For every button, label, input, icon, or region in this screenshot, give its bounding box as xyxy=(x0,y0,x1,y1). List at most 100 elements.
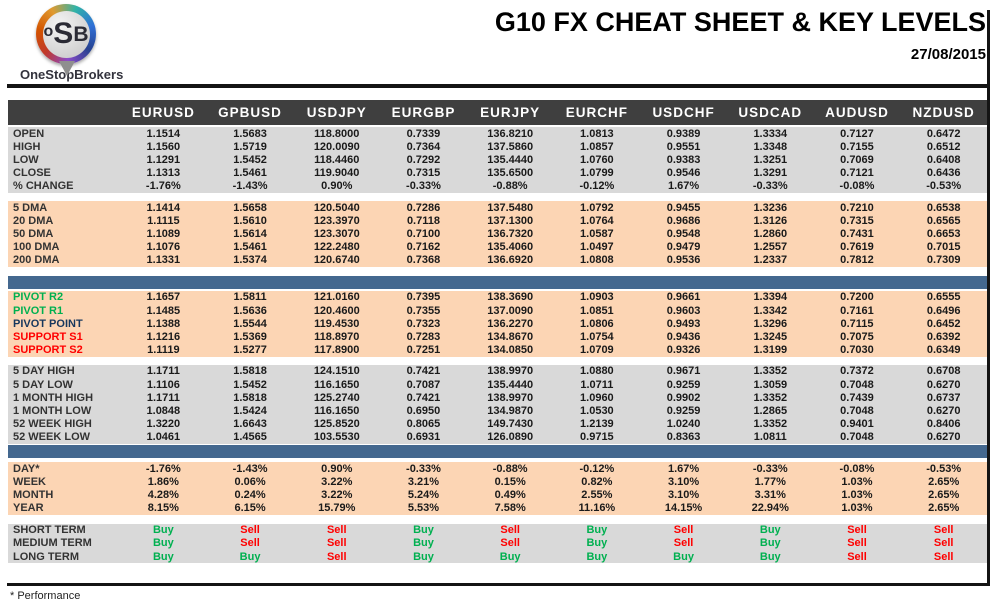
row-label-pivot-r2: PIVOT R2 xyxy=(13,291,64,304)
cell-day-eurgbp: -0.33% xyxy=(406,462,441,475)
cell-low-eurgbp: 0.7292 xyxy=(406,153,441,166)
row-label-20-dma: 20 DMA xyxy=(13,214,54,227)
cell-long-term-nzdusd: Sell xyxy=(933,550,954,563)
cell-5-day-high-usdchf: 0.9671 xyxy=(666,365,701,378)
cell-high-usdjpy: 120.0090 xyxy=(313,140,360,153)
cell-support-s1-usdcad: 1.3245 xyxy=(753,331,788,344)
cell-change-usdjpy: 0.90% xyxy=(321,180,353,193)
table-row-month: MONTH 4.28% 0.24% 3.22% 5.24% 0.49% 2.55% 3.10%… xyxy=(8,488,987,501)
cell-open-eurchf: 1.0813 xyxy=(580,127,614,140)
cell-5-day-high-nzdusd: 0.6708 xyxy=(926,365,961,378)
cell-200-dma-audusd: 0.7812 xyxy=(840,254,874,267)
column-header-nzdusd: NZDUSD xyxy=(912,105,975,120)
cell-pivot-r1-eurchf: 1.0851 xyxy=(580,304,614,317)
section-gap xyxy=(8,288,987,291)
cell-52-week-low-eurgbp: 0.6931 xyxy=(406,431,441,444)
cell-pivot-r1-eurusd: 1.1485 xyxy=(146,304,181,317)
cell-100-dma-eurjpy: 135.4060 xyxy=(487,241,534,254)
cell-high-nzdusd: 0.6512 xyxy=(926,140,961,153)
cell-change-eurgbp: -0.33% xyxy=(406,180,441,193)
section-ranges: 5 DAY HIGH 1.1711 1.5818 124.1510 0.7421 138.… xyxy=(8,364,987,444)
cell-1-month-low-eurgbp: 0.6950 xyxy=(406,404,441,417)
cell-5-day-low-eurjpy: 135.4440 xyxy=(487,378,534,391)
cell-year-eurusd: 8.15% xyxy=(147,502,179,515)
cell-50-dma-nzdusd: 0.6653 xyxy=(926,227,961,240)
cell-1-month-high-eurgbp: 0.7421 xyxy=(406,391,441,404)
cell-200-dma-usdchf: 0.9536 xyxy=(666,254,701,267)
cell-year-nzdusd: 2.65% xyxy=(928,502,960,515)
cell-year-usdjpy: 15.79% xyxy=(318,502,356,515)
cell-open-gpbusd: 1.5683 xyxy=(233,127,267,140)
cell-close-eurgbp: 0.7315 xyxy=(406,167,441,180)
row-label-pivot-r1: PIVOT R1 xyxy=(13,304,64,317)
cell-200-dma-eurgbp: 0.7368 xyxy=(406,254,441,267)
cell-long-term-eurusd: Buy xyxy=(152,550,174,563)
cell-pivot-point-eurchf: 1.0806 xyxy=(580,317,614,330)
cell-1-month-high-usdcad: 1.3352 xyxy=(753,391,788,404)
cell-pivot-r2-eurchf: 1.0903 xyxy=(580,291,614,304)
column-header-eurusd: EURUSD xyxy=(131,105,195,120)
cell-medium-term-eurusd: Buy xyxy=(152,537,174,550)
cell-1-month-high-nzdusd: 0.6737 xyxy=(926,391,961,404)
cell-50-dma-eurchf: 1.0587 xyxy=(580,227,614,240)
section-gap xyxy=(8,443,987,445)
cell-open-usdchf: 0.9389 xyxy=(666,127,701,140)
cell-medium-term-usdchf: Sell xyxy=(673,537,694,550)
table-row-medium-term: MEDIUM TERM Buy Sell Sell Buy Sell Buy Sell Buy S… xyxy=(8,537,987,550)
cell-5-dma-nzdusd: 0.6538 xyxy=(926,201,961,214)
cell-100-dma-nzdusd: 0.7015 xyxy=(926,241,961,254)
cell-52-week-high-audusd: 0.9401 xyxy=(840,418,874,431)
table-row-5-day-low: 5 DAY LOW 1.1106 1.5452 116.1650 0.7087 135.4… xyxy=(8,378,987,391)
cell-pivot-point-eurusd: 1.1388 xyxy=(146,317,181,330)
cell-20-dma-usdchf: 0.9686 xyxy=(666,214,701,227)
cell-year-eurjpy: 7.58% xyxy=(494,502,526,515)
cell-support-s2-eurgbp: 0.7251 xyxy=(406,344,441,357)
cell-high-eurgbp: 0.7364 xyxy=(406,140,441,153)
cell-medium-term-eurjpy: Sell xyxy=(500,537,520,550)
cell-support-s1-usdjpy: 118.8970 xyxy=(314,331,360,344)
column-header-audusd: AUDUSD xyxy=(825,105,889,120)
cell-day-eurusd: -1.76% xyxy=(145,462,181,475)
cell-1-month-low-usdchf: 0.9259 xyxy=(666,404,701,417)
row-label-close: CLOSE xyxy=(13,167,51,180)
cell-high-usdchf: 0.9551 xyxy=(666,140,701,153)
row-label-1-month-low: 1 MONTH LOW xyxy=(13,404,92,417)
table-row-5-day-high: 5 DAY HIGH 1.1711 1.5818 124.1510 0.7421 138.… xyxy=(8,365,987,378)
cell-pivot-r1-eurgbp: 0.7355 xyxy=(406,304,441,317)
cell-20-dma-gpbusd: 1.5610 xyxy=(233,214,267,227)
cell-1-month-high-audusd: 0.7439 xyxy=(840,391,874,404)
footnote: * Performance xyxy=(10,590,81,602)
cell-short-term-nzdusd: Sell xyxy=(933,524,954,537)
row-label-5-day-low: 5 DAY LOW xyxy=(13,378,73,391)
cell-1-month-high-usdjpy: 125.2740 xyxy=(313,391,360,404)
cell-pivot-r1-gpbusd: 1.5636 xyxy=(233,304,267,317)
cell-pivot-point-usdchf: 0.9493 xyxy=(666,317,701,330)
table-row-year: YEAR 8.15% 6.15% 15.79% 5.53% 7.58% 11.16% 14.1… xyxy=(8,502,987,515)
cell-short-term-eurgbp: Buy xyxy=(413,524,434,537)
cell-change-nzdusd: -0.53% xyxy=(926,180,962,193)
table-row-pivot-r1: PIVOT R1 1.1485 1.5636 120.4600 0.7355 137.00… xyxy=(8,304,987,317)
cell-medium-term-audusd: Sell xyxy=(847,537,867,550)
cell-52-week-high-gpbusd: 1.6643 xyxy=(233,418,267,431)
cell-high-eurjpy: 137.5860 xyxy=(487,140,534,153)
cell-52-week-high-nzdusd: 0.8406 xyxy=(926,418,961,431)
cell-200-dma-eurchf: 1.0808 xyxy=(580,254,614,267)
cell-1-month-high-gpbusd: 1.5818 xyxy=(233,391,267,404)
cell-5-day-high-audusd: 0.7372 xyxy=(840,365,874,378)
cell-month-nzdusd: 2.65% xyxy=(928,488,960,501)
table-row-pivot-point: PIVOT POINT 1.1388 1.5544 119.4530 0.7323 136… xyxy=(8,317,987,330)
cell-year-usdchf: 14.15% xyxy=(664,502,703,515)
cell-1-month-high-eurusd: 1.1711 xyxy=(146,391,180,404)
table-row-change: % CHANGE -1.76% -1.43% 0.90% -0.33% -0.88% -0.… xyxy=(8,180,987,193)
cell-week-usdchf: 3.10% xyxy=(667,475,700,488)
cell-50-dma-eurjpy: 136.7320 xyxy=(487,227,534,240)
cell-pivot-r2-gpbusd: 1.5811 xyxy=(233,291,267,304)
cell-pivot-point-audusd: 0.7115 xyxy=(840,317,874,330)
cell-high-usdcad: 1.3348 xyxy=(753,140,788,153)
row-label-change: % CHANGE xyxy=(13,180,74,193)
column-header-usdchf: USDCHF xyxy=(652,105,715,120)
cell-medium-term-usdjpy: Sell xyxy=(326,537,347,550)
cell-month-eurchf: 2.55% xyxy=(581,488,613,501)
cell-week-nzdusd: 2.65% xyxy=(928,475,960,488)
